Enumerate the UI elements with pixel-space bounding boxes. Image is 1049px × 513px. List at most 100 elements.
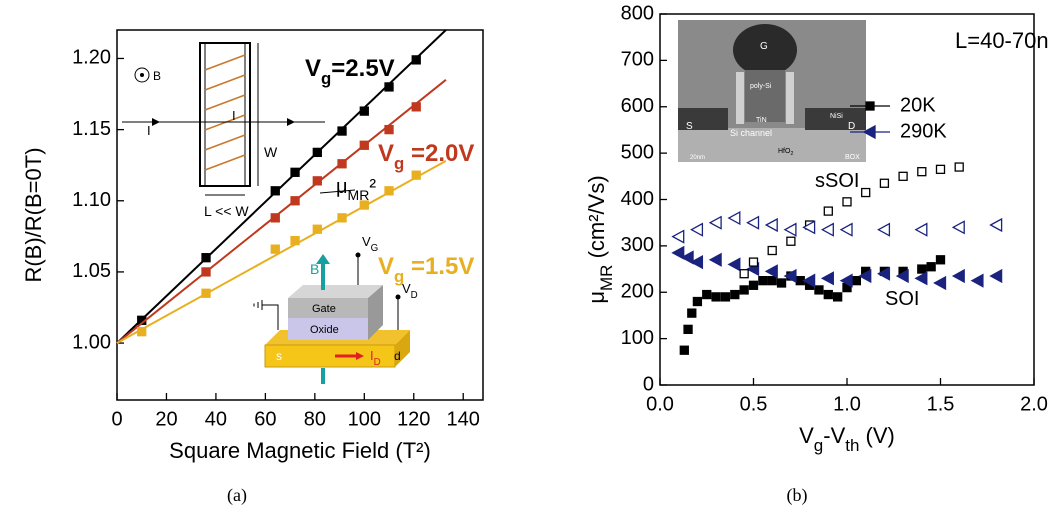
data-point: [917, 167, 927, 177]
inset-label-part: s: [276, 349, 282, 363]
inset-label: HfO2: [778, 148, 793, 158]
data-point: [951, 220, 965, 235]
inset-label-part: W: [264, 144, 278, 160]
data-point: [767, 276, 777, 286]
data-point: [954, 162, 964, 172]
x-axis-label-part: (V): [859, 423, 894, 448]
data-point: [337, 213, 347, 223]
caption: (b): [787, 485, 808, 506]
data-point: [839, 222, 853, 237]
inset-label-part: I: [370, 348, 374, 363]
data-point: [137, 327, 147, 337]
inset-label-part: TiN: [756, 117, 767, 124]
data-point: [290, 167, 300, 177]
x-tick-label: 80: [304, 408, 326, 430]
data-point: [201, 253, 211, 263]
data-point: [687, 308, 697, 318]
data-point: [290, 235, 300, 246]
data-point: [748, 280, 759, 290]
inset-label: poly-Si: [750, 83, 772, 90]
data-point: [679, 345, 689, 355]
data-point: [914, 222, 928, 237]
y-tick-label: 400: [621, 188, 654, 210]
data-point: [201, 288, 211, 298]
data-point: [312, 224, 322, 234]
inset-label: Si channel: [730, 128, 772, 138]
fit-line: [116, 79, 447, 344]
x-tick-label: 140: [447, 408, 480, 430]
inset-label-part: NiSi: [830, 113, 843, 120]
data-point: [823, 206, 833, 216]
inset-label-part: 20nm: [690, 155, 705, 161]
data-point: [951, 268, 965, 284]
data-point: [359, 106, 369, 116]
fit-line: [116, 29, 447, 344]
annotation-part: =1.5V: [404, 253, 474, 280]
x-axis-label-part: th: [845, 436, 859, 455]
annotation: Vg =2.0V: [378, 140, 474, 173]
data-point: [411, 170, 421, 180]
annotation-part: V: [305, 55, 321, 82]
x-tick-label: 0.5: [740, 393, 768, 415]
annotation: Vg=2.5V: [305, 55, 395, 88]
data-point: [359, 140, 369, 150]
data-point: [312, 147, 322, 158]
annotation: L=40-70nm: [955, 28, 1049, 53]
data-point: [359, 200, 369, 210]
x-tick-label: 1.0: [833, 393, 861, 415]
annotation-part: SOI: [885, 288, 919, 310]
inset-label-part: D: [848, 121, 855, 132]
data-point: [783, 222, 797, 237]
inset-label: BOX: [845, 154, 860, 161]
x-axis-label: Square Magnetic Field (T²): [169, 438, 431, 463]
data-point: [683, 324, 693, 335]
annotation: sSOI: [815, 170, 859, 192]
x-tick-label: 0: [111, 408, 122, 430]
x-tick-label: 120: [397, 408, 430, 430]
inset-label: VG: [362, 234, 378, 254]
data-point: [802, 220, 816, 235]
annotation: μMR²: [336, 176, 376, 202]
x-tick-label: 20: [155, 408, 177, 430]
data-point: [384, 186, 394, 196]
x-axis-label-part: Square Magnetic Field (T²): [169, 438, 431, 463]
data-point: [337, 159, 347, 169]
data-point: [739, 285, 749, 295]
x-tick-label: 60: [254, 408, 276, 430]
inset-label: NiSi: [830, 113, 843, 120]
annotation-part: g: [321, 69, 331, 88]
data-point: [858, 268, 872, 284]
annotation-part: L=40-70nm: [955, 28, 1049, 53]
plot-frame: [116, 29, 484, 401]
legend-marker: [862, 124, 876, 140]
y-tick-label: 700: [621, 49, 654, 71]
data-point: [708, 215, 722, 230]
data-point: [935, 255, 946, 265]
data-point: [270, 213, 280, 223]
inset-label: G: [760, 41, 768, 52]
data-point: [776, 278, 787, 288]
data-point: [290, 196, 300, 206]
inset-label: S: [686, 121, 693, 132]
y-tick-label: 0: [643, 373, 654, 395]
data-point: [842, 197, 852, 207]
data-point: [711, 292, 721, 302]
data-point: [384, 124, 394, 135]
inset-label-part: HfO: [778, 148, 791, 155]
data-point: [814, 285, 824, 295]
data-point: [746, 215, 760, 230]
annotation: Vg =1.5V: [378, 253, 474, 286]
data-point: [748, 257, 759, 267]
data-point: [739, 269, 749, 279]
data-point: [839, 273, 853, 288]
y-tick-label: 1.05: [72, 260, 111, 282]
data-point: [411, 55, 421, 65]
data-point: [312, 176, 322, 186]
y-tick-label: 1.10: [72, 189, 111, 211]
inset-label: I: [147, 123, 151, 138]
y-axis-label: μMR (cm²/Vs): [584, 175, 616, 303]
data-point: [820, 222, 834, 237]
annotation-part: V: [378, 140, 394, 167]
data-point: [820, 271, 834, 286]
